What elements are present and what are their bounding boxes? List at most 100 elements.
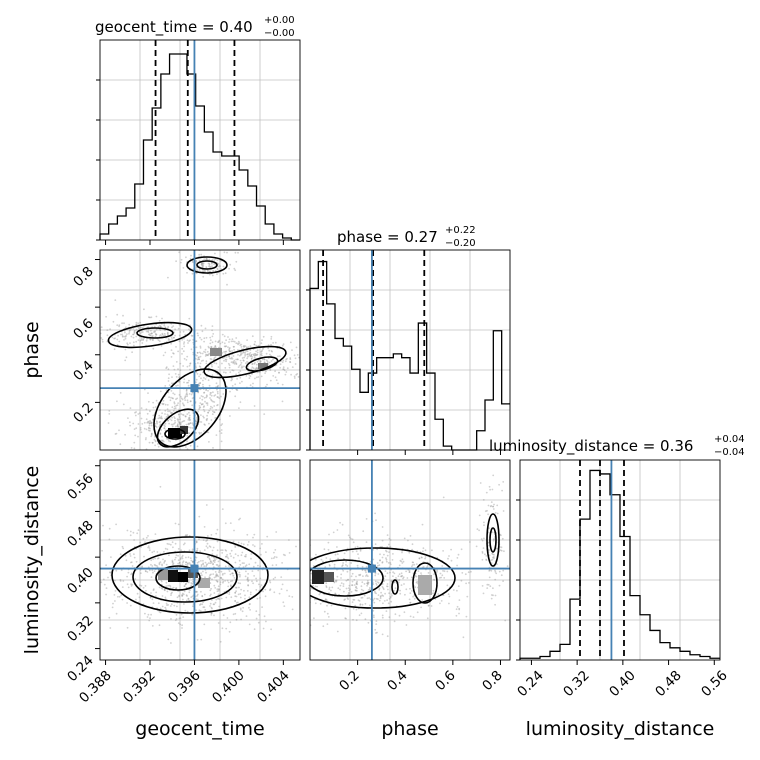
- sample-point: [252, 565, 255, 568]
- sample-point: [275, 531, 278, 533]
- sample-point: [394, 613, 397, 616]
- sample-point: [244, 594, 246, 597]
- sample-point: [158, 610, 161, 613]
- sample-point: [156, 566, 159, 569]
- sample-point: [205, 354, 208, 356]
- sample-point: [235, 260, 238, 263]
- sample-point: [95, 336, 97, 338]
- sample-point: [281, 383, 284, 386]
- sample-point: [178, 562, 181, 564]
- sample-point: [492, 594, 494, 597]
- sample-point: [385, 557, 387, 560]
- sample-point: [413, 563, 416, 566]
- sample-point: [200, 572, 203, 575]
- sample-point: [228, 570, 231, 572]
- sample-point: [217, 597, 220, 600]
- sample-point: [398, 614, 401, 617]
- sample-point: [269, 588, 272, 591]
- sample-point: [140, 337, 143, 340]
- sample-point: [220, 432, 223, 434]
- sample-point: [269, 581, 272, 584]
- sample-point: [232, 361, 235, 363]
- sample-point: [256, 367, 259, 370]
- x-axis-label-luminosity-distance: luminosity_distance: [526, 718, 715, 740]
- sample-point: [169, 543, 172, 546]
- sample-point: [155, 333, 158, 336]
- sample-point: [225, 345, 228, 347]
- sample-point: [225, 549, 228, 552]
- sample-point: [402, 560, 405, 563]
- sample-point: [235, 618, 238, 621]
- panel-frame: [99, 39, 301, 241]
- sample-point: [254, 368, 257, 371]
- density-cell: [178, 572, 188, 582]
- sample-point: [199, 604, 201, 606]
- sample-point: [295, 557, 297, 559]
- sample-point: [230, 585, 232, 587]
- sample-point: [394, 587, 397, 590]
- sample-point: [234, 600, 237, 602]
- sample-point: [504, 619, 507, 622]
- sample-point: [170, 396, 172, 399]
- sample-point: [106, 334, 109, 337]
- sample-point: [361, 596, 364, 599]
- sample-point: [224, 555, 227, 558]
- sample-point: [113, 337, 115, 340]
- sample-point: [151, 441, 154, 444]
- sample-point: [405, 570, 407, 573]
- sample-point: [208, 263, 211, 266]
- sample-point: [231, 350, 233, 352]
- sample-point: [220, 440, 223, 443]
- sample-point: [62, 558, 64, 560]
- sample-point: [150, 592, 152, 594]
- sample-point: [250, 357, 253, 360]
- sample-point: [209, 266, 212, 269]
- sample-point: [149, 422, 152, 425]
- sample-point: [336, 546, 338, 548]
- sample-point: [216, 268, 219, 271]
- sample-point: [191, 427, 194, 429]
- sample-point: [102, 524, 104, 527]
- sample-point: [215, 574, 218, 577]
- sample-point: [296, 577, 298, 579]
- sample-point: [234, 612, 237, 615]
- sample-point: [283, 576, 285, 578]
- sample-point: [362, 589, 365, 592]
- sample-point: [242, 566, 245, 568]
- sample-point: [179, 617, 182, 620]
- sample-point: [327, 548, 330, 551]
- sample-point: [246, 590, 249, 592]
- sample-point: [228, 565, 230, 567]
- title-geocent-time-sup: +0.00: [264, 15, 295, 26]
- title-geocent-time-main: geocent_time = 0.40: [95, 18, 253, 37]
- sample-point: [244, 555, 246, 558]
- sample-point: [231, 572, 234, 574]
- sample-point: [291, 608, 294, 611]
- sample-point: [146, 412, 149, 415]
- sample-point: [118, 429, 120, 432]
- sample-point: [271, 564, 274, 567]
- sample-point: [174, 328, 177, 331]
- sample-point: [258, 583, 260, 586]
- sample-point: [239, 382, 241, 384]
- sample-point: [173, 405, 176, 408]
- sample-point: [212, 269, 215, 272]
- sample-point: [256, 597, 259, 600]
- sample-point: [175, 618, 178, 620]
- sample-point: [206, 402, 209, 405]
- sample-point: [241, 610, 244, 613]
- sample-point: [200, 360, 203, 362]
- sample-point: [234, 592, 237, 594]
- sample-point: [109, 627, 112, 629]
- sample-point: [260, 375, 263, 378]
- histogram-step-line: [309, 260, 510, 451]
- sample-point: [275, 556, 278, 559]
- sample-point: [208, 384, 211, 387]
- sample-point: [301, 356, 303, 358]
- sample-point: [174, 407, 177, 410]
- sample-point: [211, 335, 214, 338]
- sample-point: [218, 571, 220, 573]
- sample-point: [248, 377, 251, 379]
- sample-point: [169, 418, 171, 420]
- sample-point: [198, 408, 201, 410]
